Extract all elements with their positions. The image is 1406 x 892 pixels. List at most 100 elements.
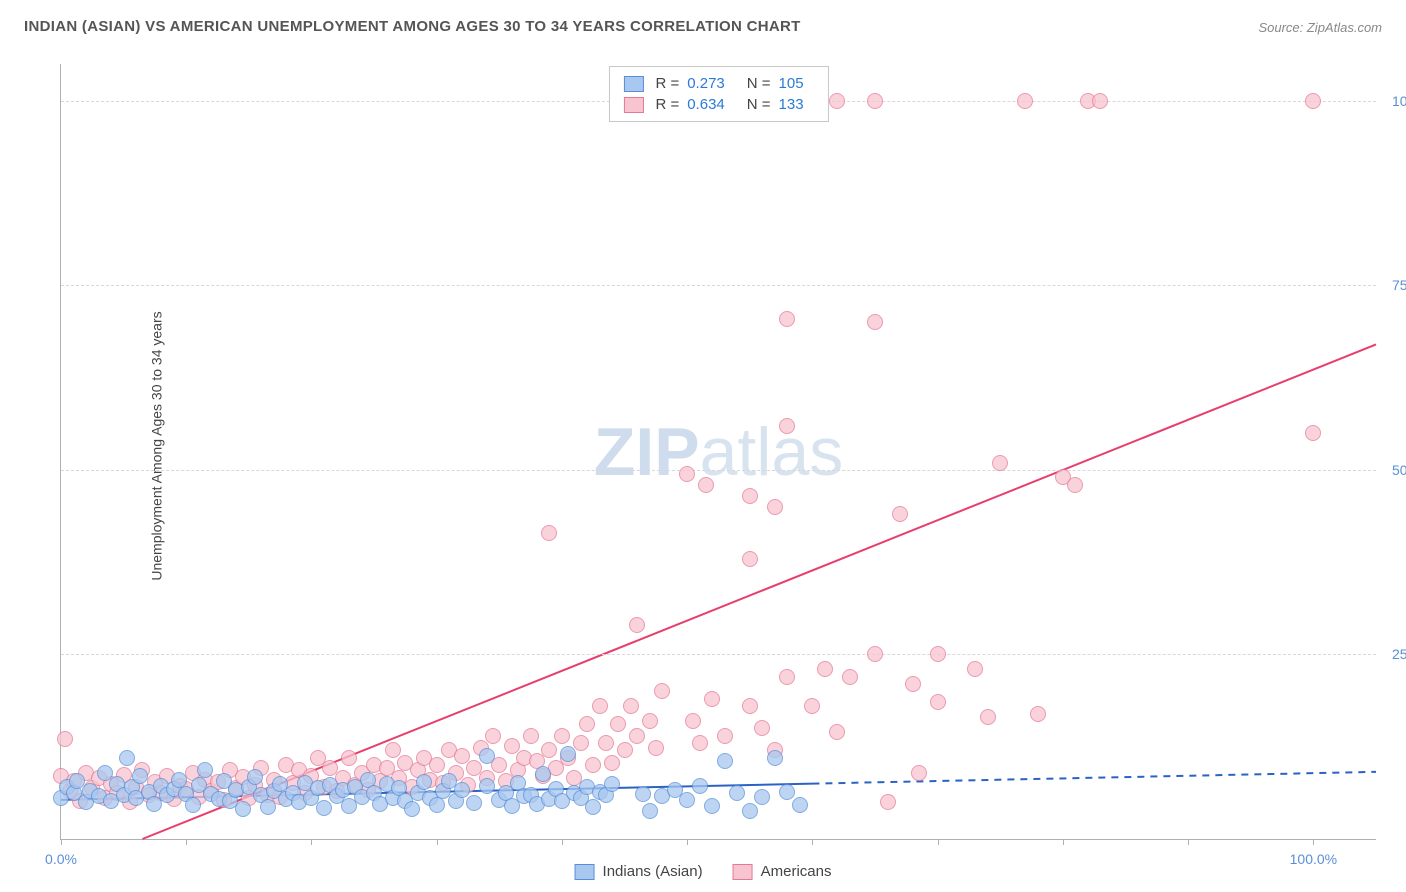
x-tick bbox=[1313, 839, 1314, 845]
y-tick-label: 100.0% bbox=[1382, 93, 1406, 109]
legend-row-blue: R = 0.273 N = 105 bbox=[623, 73, 813, 94]
data-point bbox=[1092, 93, 1108, 109]
data-point bbox=[429, 797, 445, 813]
legend-r-label: R = bbox=[655, 75, 679, 92]
y-tick-label: 75.0% bbox=[1382, 277, 1406, 293]
data-point bbox=[623, 698, 639, 714]
gridline bbox=[61, 654, 1376, 655]
data-point bbox=[479, 748, 495, 764]
data-point bbox=[535, 766, 551, 782]
correlation-legend: R = 0.273 N = 105 R = 0.634 N = 133 bbox=[608, 66, 828, 122]
data-point bbox=[698, 477, 714, 493]
chart-title: INDIAN (ASIAN) VS AMERICAN UNEMPLOYMENT … bbox=[24, 18, 801, 35]
data-point bbox=[197, 762, 213, 778]
legend-item: Americans bbox=[733, 863, 832, 880]
x-tick-label: 100.0% bbox=[1290, 851, 1337, 867]
data-point bbox=[260, 799, 276, 815]
x-tick-label: 0.0% bbox=[45, 851, 77, 867]
data-point bbox=[905, 676, 921, 692]
data-point bbox=[585, 799, 601, 815]
data-point bbox=[610, 716, 626, 732]
legend-swatch bbox=[575, 864, 595, 880]
data-point bbox=[779, 418, 795, 434]
legend-r-value-blue: 0.273 bbox=[687, 75, 725, 92]
legend-row-pink: R = 0.634 N = 133 bbox=[623, 94, 813, 115]
data-point bbox=[704, 798, 720, 814]
data-point bbox=[742, 488, 758, 504]
data-point bbox=[341, 750, 357, 766]
data-point bbox=[742, 698, 758, 714]
data-point bbox=[479, 778, 495, 794]
data-point bbox=[185, 797, 201, 813]
data-point bbox=[404, 801, 420, 817]
legend-swatch-pink bbox=[623, 97, 643, 113]
data-point bbox=[541, 525, 557, 541]
data-point bbox=[604, 776, 620, 792]
chart-plot-area: ZIPatlas R = 0.273 N = 105 R = 0.634 N =… bbox=[60, 64, 1376, 840]
data-point bbox=[235, 801, 251, 817]
data-point bbox=[804, 698, 820, 714]
data-point bbox=[57, 731, 73, 747]
data-point bbox=[930, 646, 946, 662]
data-point bbox=[429, 757, 445, 773]
data-point bbox=[842, 669, 858, 685]
data-point bbox=[585, 757, 601, 773]
x-tick bbox=[437, 839, 438, 845]
data-point bbox=[779, 784, 795, 800]
data-point bbox=[692, 778, 708, 794]
legend-swatch bbox=[733, 864, 753, 880]
data-point bbox=[635, 786, 651, 802]
data-point bbox=[416, 774, 432, 790]
legend-r-value-pink: 0.634 bbox=[687, 96, 725, 113]
x-tick bbox=[186, 839, 187, 845]
legend-n-value-blue: 105 bbox=[779, 75, 804, 92]
data-point bbox=[779, 669, 795, 685]
data-point bbox=[679, 466, 695, 482]
data-point bbox=[592, 698, 608, 714]
data-point bbox=[817, 661, 833, 677]
x-tick bbox=[687, 839, 688, 845]
data-point bbox=[454, 782, 470, 798]
legend-r-label: R = bbox=[655, 96, 679, 113]
data-point bbox=[466, 795, 482, 811]
data-point bbox=[742, 803, 758, 819]
trend-line bbox=[812, 772, 1376, 784]
data-point bbox=[554, 728, 570, 744]
data-point bbox=[485, 728, 501, 744]
data-point bbox=[604, 755, 620, 771]
data-point bbox=[967, 661, 983, 677]
data-point bbox=[629, 728, 645, 744]
x-tick bbox=[311, 839, 312, 845]
data-point bbox=[829, 93, 845, 109]
data-point bbox=[992, 455, 1008, 471]
data-point bbox=[754, 789, 770, 805]
data-point bbox=[911, 765, 927, 781]
x-tick bbox=[562, 839, 563, 845]
gridline bbox=[61, 470, 1376, 471]
data-point bbox=[1067, 477, 1083, 493]
legend-label: Indians (Asian) bbox=[603, 863, 703, 880]
data-point bbox=[642, 803, 658, 819]
legend-label: Americans bbox=[761, 863, 832, 880]
data-point bbox=[119, 750, 135, 766]
data-point bbox=[867, 93, 883, 109]
data-point bbox=[573, 735, 589, 751]
data-point bbox=[132, 768, 148, 784]
data-point bbox=[541, 742, 557, 758]
data-point bbox=[692, 735, 708, 751]
data-point bbox=[247, 769, 263, 785]
data-point bbox=[654, 683, 670, 699]
data-point bbox=[880, 794, 896, 810]
data-point bbox=[685, 713, 701, 729]
data-point bbox=[829, 724, 845, 740]
data-point bbox=[1030, 706, 1046, 722]
data-point bbox=[930, 694, 946, 710]
data-point bbox=[717, 728, 733, 744]
legend-item: Indians (Asian) bbox=[575, 863, 703, 880]
data-point bbox=[454, 748, 470, 764]
legend-swatch-blue bbox=[623, 76, 643, 92]
data-point bbox=[867, 646, 883, 662]
data-point bbox=[754, 720, 770, 736]
data-point bbox=[892, 506, 908, 522]
data-point bbox=[792, 797, 808, 813]
